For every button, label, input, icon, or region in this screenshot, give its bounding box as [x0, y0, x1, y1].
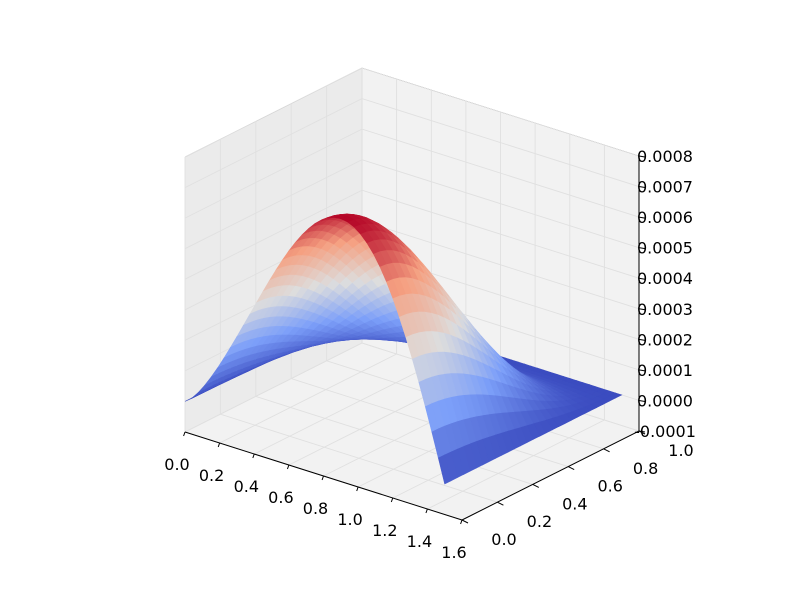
y-axis-line — [461, 430, 640, 521]
z-tick-label: -0.0001 — [634, 422, 696, 441]
y-tick — [461, 519, 469, 524]
x-tick — [460, 519, 463, 525]
z-tick — [638, 216, 646, 219]
grid-line-z — [184, 159, 640, 250]
x-tick — [183, 431, 186, 437]
y-tick-label: 0.4 — [562, 494, 587, 513]
z-tick-label: 0.0004 — [637, 269, 693, 288]
y-tick-label: 0.6 — [597, 477, 622, 496]
surface-cell — [184, 395, 198, 402]
grid-line-z — [184, 67, 640, 158]
x-tick — [252, 453, 255, 459]
x-tick — [286, 464, 290, 470]
grid-line-z — [184, 128, 640, 219]
z-tick — [638, 186, 646, 189]
x-tick — [321, 475, 324, 481]
x-tick-label: 1.0 — [337, 510, 362, 529]
axes — [183, 155, 646, 525]
x-tick-label: 0.4 — [234, 477, 259, 496]
x-tick — [390, 497, 394, 503]
z-tick-label: 0.0000 — [637, 391, 693, 410]
x-tick-label: 0.0 — [164, 455, 189, 474]
x-tick-label: 1.2 — [372, 521, 397, 540]
z-tick-label: 0.0005 — [637, 239, 693, 258]
y-tick — [567, 466, 575, 471]
y-tick-label: 0.2 — [527, 512, 552, 531]
y-tick-label: 1.0 — [668, 441, 693, 460]
z-tick — [638, 430, 646, 433]
x-tick-label: 0.8 — [303, 499, 328, 518]
x-tick-label: 1.6 — [441, 543, 466, 562]
z-tick-label: 0.0001 — [637, 361, 693, 380]
z-tick — [638, 247, 646, 250]
grid-line-z — [184, 98, 640, 189]
x-tick-label: 0.6 — [268, 488, 293, 507]
surface — [184, 213, 623, 485]
z-tick-label: 0.0007 — [637, 178, 693, 197]
z-tick-label: 0.0003 — [637, 300, 693, 319]
tick-labels: 0.0 0.2 0.4 0.6 0.8 1.0 1.2 1.4 1.6 0.0 0.2 0.4 0.6 0… — [164, 147, 696, 562]
grid-line-z — [184, 189, 640, 280]
z-tick-label: 0.0008 — [637, 147, 693, 166]
y-tick-label: 0.8 — [633, 459, 658, 478]
z-tick — [638, 399, 646, 402]
z-tick — [638, 155, 646, 158]
y-tick — [532, 483, 540, 488]
z-tick — [638, 277, 646, 280]
x-tick — [356, 486, 359, 492]
x-tick-label: 0.2 — [199, 466, 224, 485]
y-tick-label: 0.0 — [491, 530, 516, 549]
x-tick — [425, 508, 428, 514]
x-tick — [217, 442, 221, 448]
x-tick-label: 1.4 — [407, 532, 432, 551]
z-tick — [638, 338, 646, 341]
z-tick — [638, 308, 646, 311]
z-tick — [638, 369, 646, 372]
y-tick — [603, 448, 610, 453]
y-tick — [497, 501, 504, 506]
z-tick-label: 0.0002 — [637, 330, 693, 349]
z-tick-label: 0.0006 — [637, 208, 693, 227]
